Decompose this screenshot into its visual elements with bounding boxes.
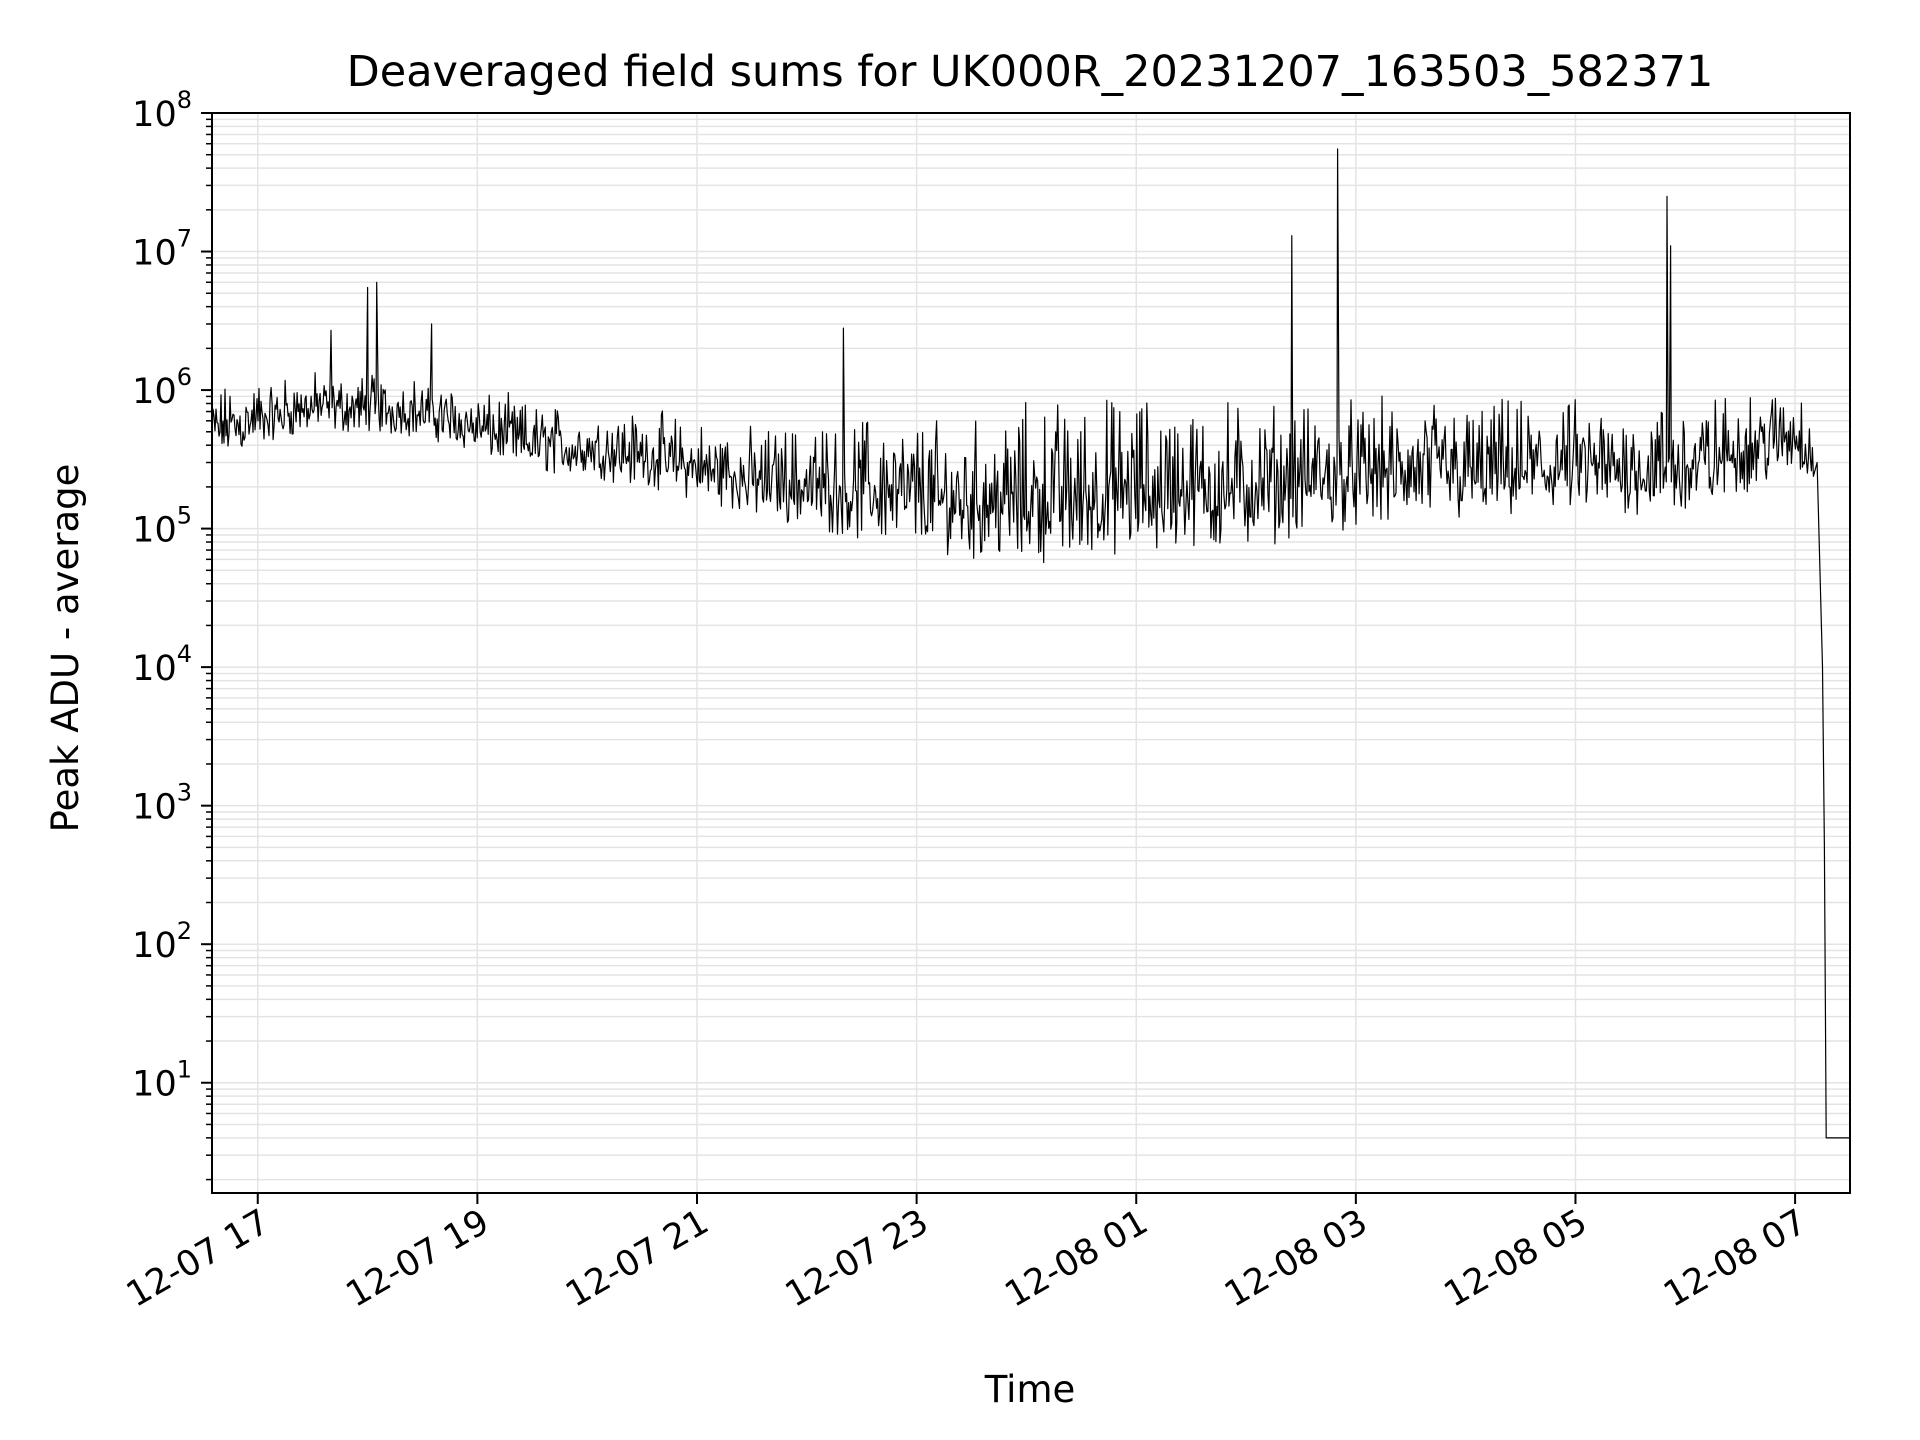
y-axis-label: Peak ADU - average: [44, 464, 87, 833]
series-line: [211, 148, 1850, 1139]
y-tick-label: 105: [132, 502, 192, 551]
chart-title: Deaveraged field sums for UK000R_2023120…: [347, 47, 1714, 97]
x-axis-label: Time: [984, 1368, 1076, 1411]
grid-lines: [212, 112, 1850, 1193]
y-tick-label: 103: [132, 779, 192, 828]
y-tick-label: 104: [132, 640, 192, 689]
y-tick-label: 106: [132, 363, 192, 412]
y-axis: 101 102 103 104 105 106 107 108: [132, 86, 212, 1181]
y-tick-label: 108: [132, 86, 192, 135]
series-path: [211, 148, 1850, 1139]
plot-frame: [211, 112, 1851, 1194]
y-tick-label: 101: [132, 1056, 192, 1105]
y-tick-label: 102: [132, 917, 192, 966]
y-tick-label: 107: [132, 225, 192, 274]
